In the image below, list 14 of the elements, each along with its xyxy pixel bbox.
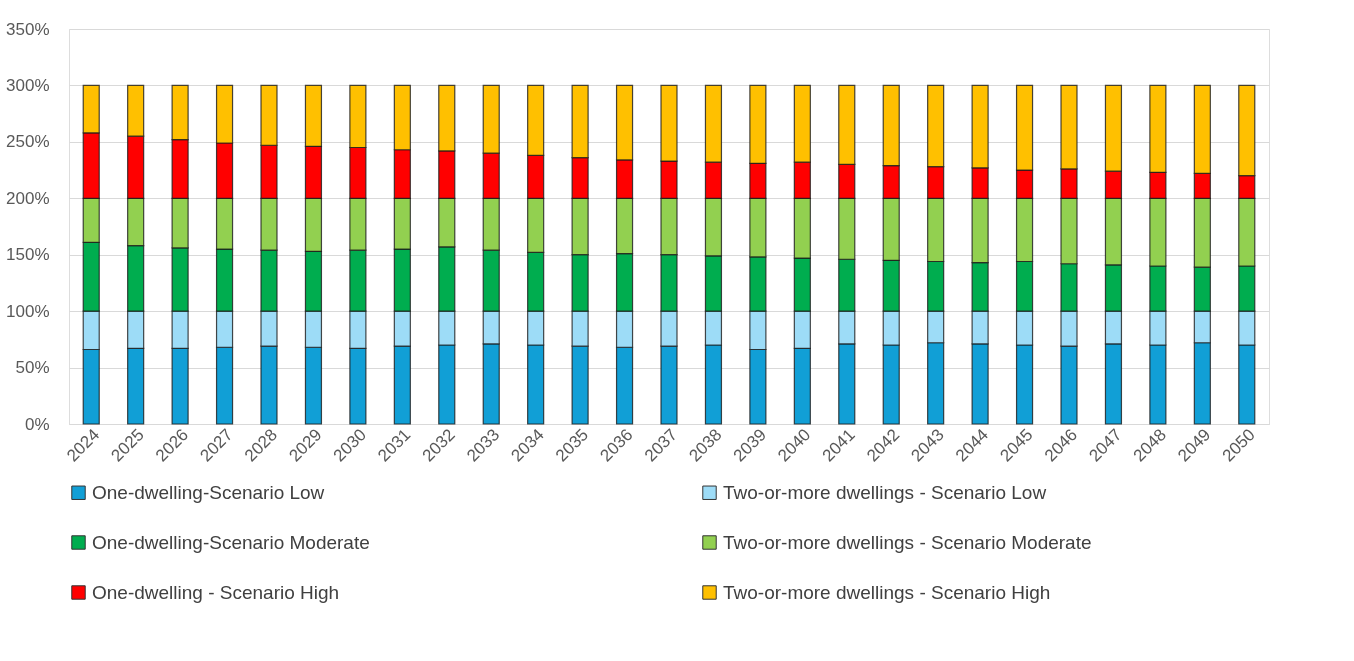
legend-label: One-dwelling - Scenario High	[92, 581, 340, 603]
legend-label: One-dwelling-Scenario Low	[92, 481, 325, 503]
y-tick-label: 300%	[6, 75, 50, 95]
legend-label: Two-or-more dwellings - Scenario High	[723, 581, 1051, 603]
y-tick-label: 250%	[6, 132, 50, 152]
y-tick-label: 100%	[6, 301, 50, 321]
y-tick-label: 0%	[24, 414, 50, 434]
legend-label: One-dwelling-Scenario Moderate	[92, 531, 370, 553]
y-tick-label: 200%	[6, 188, 50, 208]
y-tick-label: 150%	[6, 245, 50, 265]
y-tick-label: 50%	[15, 358, 50, 378]
legend-label: Two-or-more dwellings - Scenario Moderate	[723, 531, 1092, 553]
y-tick-label: 350%	[6, 19, 50, 39]
legend-label: Two-or-more dwellings - Scenario Low	[723, 481, 1047, 503]
